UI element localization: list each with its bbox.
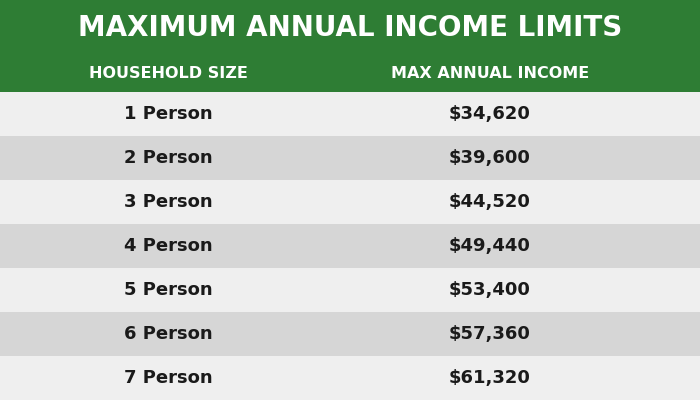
Bar [0, 180, 700, 224]
Text: $53,400: $53,400 [449, 281, 531, 299]
Bar [0, 224, 700, 268]
Text: HOUSEHOLD SIZE: HOUSEHOLD SIZE [89, 66, 247, 81]
Text: 4 Person: 4 Person [124, 237, 212, 255]
Text: 3 Person: 3 Person [124, 193, 212, 211]
Text: $39,600: $39,600 [449, 149, 531, 167]
Text: $57,360: $57,360 [449, 325, 531, 343]
Bar [0, 136, 700, 180]
Text: $49,440: $49,440 [449, 237, 531, 255]
Text: MAX ANNUAL INCOME: MAX ANNUAL INCOME [391, 66, 589, 81]
Text: MAXIMUM ANNUAL INCOME LIMITS: MAXIMUM ANNUAL INCOME LIMITS [78, 14, 622, 42]
Bar [0, 268, 700, 312]
Text: $34,620: $34,620 [449, 105, 531, 123]
Text: 2 Person: 2 Person [124, 149, 212, 167]
Text: 7 Person: 7 Person [124, 369, 212, 387]
Bar [0, 55, 700, 92]
Bar [0, 0, 700, 55]
Text: $44,520: $44,520 [449, 193, 531, 211]
Text: 6 Person: 6 Person [124, 325, 212, 343]
Text: $61,320: $61,320 [449, 369, 531, 387]
Text: 5 Person: 5 Person [124, 281, 212, 299]
Bar [0, 92, 700, 136]
Text: 1 Person: 1 Person [124, 105, 212, 123]
Bar [0, 356, 700, 400]
Bar [0, 312, 700, 356]
